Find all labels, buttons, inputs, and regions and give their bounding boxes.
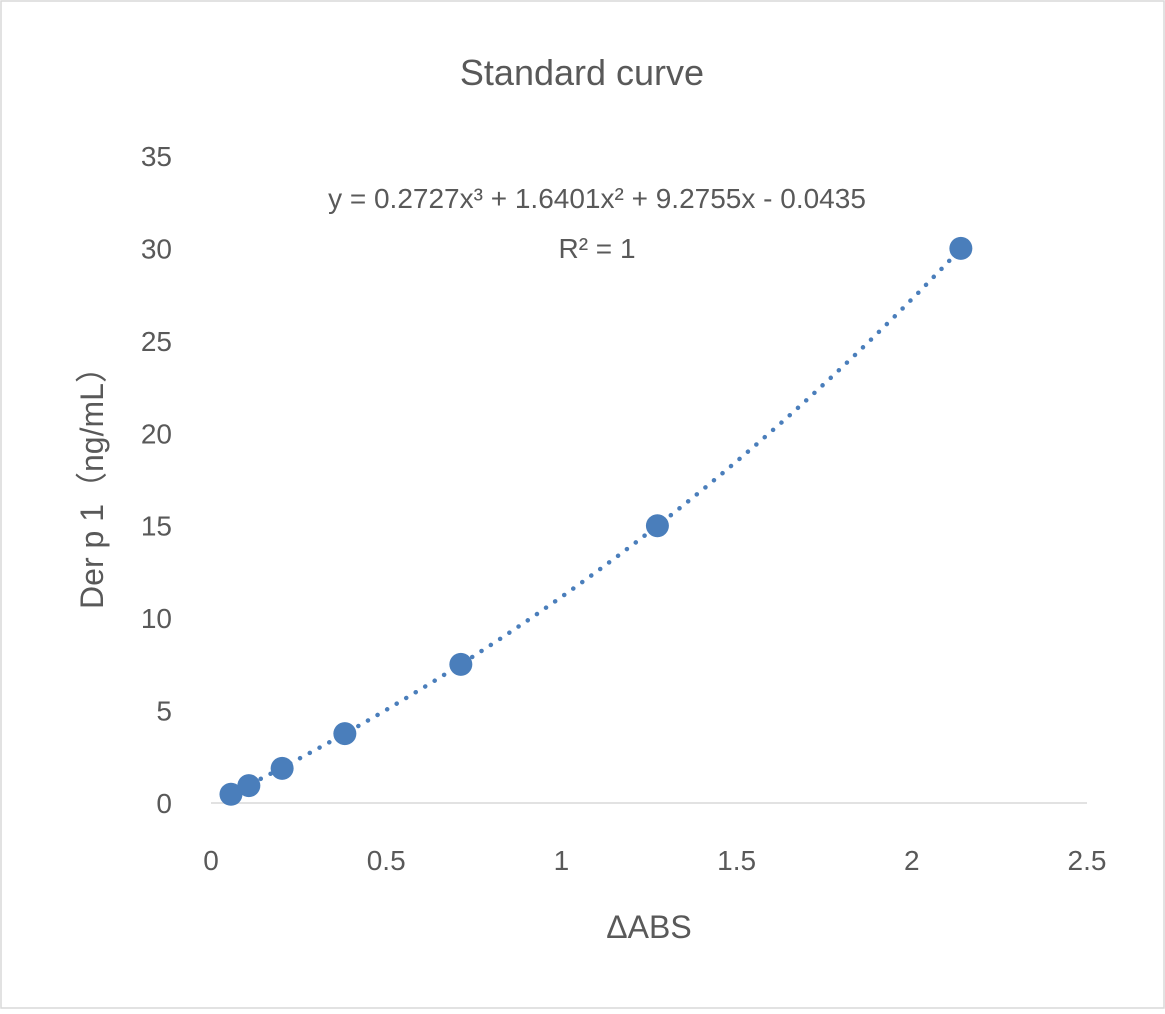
x-tick-label: 1.5	[717, 845, 756, 876]
data-point	[237, 774, 261, 798]
data-point	[219, 782, 243, 806]
x-tick-label: 0	[203, 845, 219, 876]
y-tick-label: 25	[141, 326, 172, 357]
data-point	[333, 722, 357, 746]
y-tick-label: 5	[156, 696, 172, 727]
x-tick-label: 1	[554, 845, 570, 876]
x-tick-label: 0.5	[367, 845, 406, 876]
y-tick-label: 15	[141, 511, 172, 542]
data-point	[949, 236, 973, 260]
trendline-r2: R² = 1	[558, 233, 635, 264]
y-tick-label: 10	[141, 603, 172, 634]
chart-title: Standard curve	[460, 52, 704, 93]
data-point	[449, 652, 473, 676]
y-tick-label: 35	[141, 141, 172, 172]
data-point	[645, 514, 669, 538]
x-axis-title: ΔABS	[606, 909, 691, 945]
trendline	[228, 247, 963, 797]
x-tick-label: 2	[904, 845, 920, 876]
y-tick-label: 0	[156, 788, 172, 819]
y-tick-label: 30	[141, 233, 172, 264]
trendline-equation: y = 0.2727x³ + 1.6401x² + 9.2755x - 0.04…	[328, 183, 866, 214]
y-axis-title: Der p 1（ng/mL）	[74, 351, 110, 609]
y-tick-label: 20	[141, 418, 172, 449]
data-point	[270, 756, 294, 780]
x-tick-label: 2.5	[1068, 845, 1107, 876]
